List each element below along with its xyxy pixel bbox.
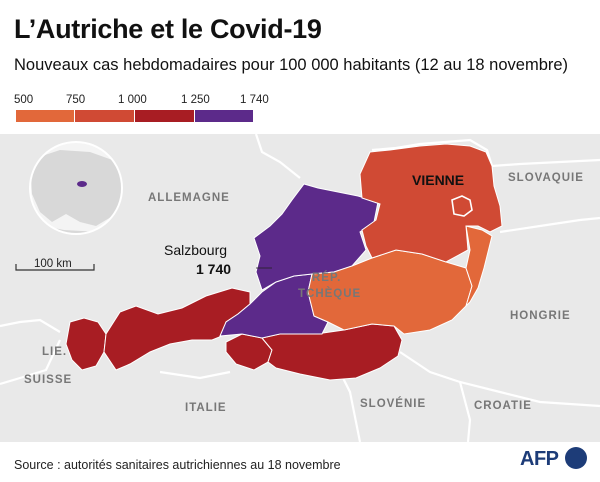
label-liechtenstein: LIE.: [42, 346, 68, 358]
label-switzerland: SUISSE: [24, 374, 73, 386]
legend-tick-1: 750: [66, 94, 86, 106]
map-area: RÉP. TCHÈQUE ALLEMAGNE SLOVAQUIE HONGRIE…: [0, 134, 600, 442]
label-slovenia: SLOVÉNIE: [360, 398, 427, 410]
label-italy: ITALIE: [185, 402, 227, 414]
page-title: L’Autriche et le Covid-19: [14, 14, 322, 44]
legend-labels: 500 750 1 000 1 250 1 740: [0, 94, 300, 108]
legend-tick-4: 1 740: [240, 94, 269, 106]
label-hungary: HONGRIE: [510, 310, 571, 322]
label-germany: ALLEMAGNE: [148, 192, 230, 204]
source-note: Source : autorités sanitaires autrichien…: [14, 458, 341, 472]
legend-tick-0: 500: [14, 94, 34, 106]
label-salzburg-value: 1 740: [196, 261, 232, 277]
legend-swatch-0: [16, 110, 74, 122]
label-vienna: VIENNE: [412, 172, 465, 188]
label-croatia: CROATIE: [474, 400, 532, 412]
afp-logo-text: AFP: [520, 448, 559, 470]
legend-tick-3: 1 250: [181, 94, 210, 106]
label-salzburg: Salzbourg: [164, 242, 228, 258]
map-svg: [0, 134, 600, 442]
page-subtitle: Nouveaux cas hebdomadaires pour 100 000 …: [14, 56, 569, 74]
label-czech: RÉP.: [312, 272, 342, 284]
label-slovakia: SLOVAQUIE: [508, 172, 584, 184]
locator-globe: [29, 141, 123, 235]
legend-swatch-3: [195, 110, 253, 122]
label-czech-2: TCHÈQUE: [298, 288, 362, 300]
legend-swatch-1: [75, 110, 134, 122]
legend-swatch-2: [135, 110, 194, 122]
afp-logo-dot: [565, 446, 588, 469]
country-borders: [0, 134, 600, 442]
afp-logo: AFP: [520, 446, 588, 471]
legend-tick-2: 1 000: [118, 94, 147, 106]
scale-label: 100 km: [34, 258, 72, 270]
